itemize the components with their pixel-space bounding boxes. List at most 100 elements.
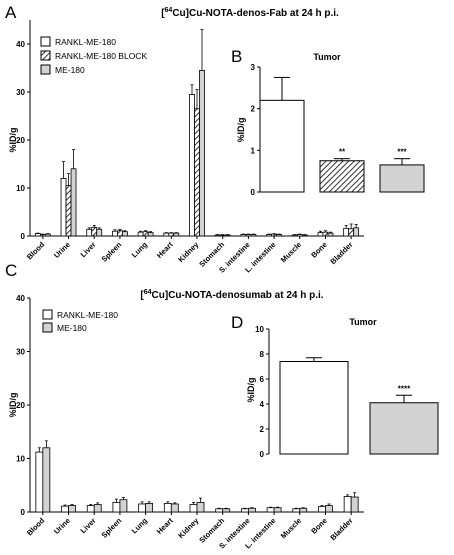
bar-rankl-me-180-l-intestine (266, 507, 275, 513)
panel-a-title: [64Cu]Cu-NOTA-denos-Fab at 24 h p.i. (161, 7, 339, 19)
x-tick-label-spleen: Spleen (100, 240, 124, 264)
bar-rankl-me-180-kidney (189, 94, 195, 237)
legend-swatch-me180 (40, 64, 51, 75)
bar-me-180 (379, 164, 425, 193)
bar-rankl-me-180-lung (137, 231, 144, 237)
bar-me-180-urine (70, 168, 77, 237)
y-tick-label: 0 (251, 188, 256, 197)
bar-me-180-lung (145, 503, 154, 513)
x-tick-label-lung: Lung (130, 516, 150, 536)
bar-rankl-me-180-bladder (343, 496, 352, 513)
panel-d-title: Tumor (349, 317, 377, 327)
panel-a-ylabel: %ID/g (8, 127, 18, 152)
x-tick-label-bladder: Bladder (328, 516, 354, 542)
legend-swatch-block (40, 50, 51, 61)
bar-rankl-me-180-stomach (214, 234, 221, 237)
x-tick-label-heart: Heart (155, 240, 175, 260)
bar-me-180-l-intestine (276, 234, 282, 237)
bar-rankl-me-180-stomach (215, 508, 224, 513)
bar-rankl-me-180-block-bladder (348, 228, 355, 237)
y-tick-label: 4 (260, 400, 265, 409)
bar-rankl-me-180-bone (318, 506, 326, 513)
panel-a: A [64Cu]Cu-NOTA-denos-Fab at 24 h p.i. %… (5, 3, 364, 275)
legend-label-rankl: RANKL-ME-180 (55, 37, 116, 47)
bar-me-180-kidney (199, 70, 205, 237)
y-tick-label: 3 (251, 63, 256, 72)
bar-me-180-muscle (299, 507, 308, 513)
x-tick-label-kidney: Kidney (176, 515, 201, 540)
bar-rankl-me-180-spleen (112, 230, 118, 237)
y-tick-label: 30 (16, 348, 25, 357)
bar-me-180-bone (325, 505, 333, 513)
bar-rankl-me-180-block-spleen (117, 230, 123, 237)
panel-b-marks: ** *** (259, 76, 425, 193)
x-tick-label-bone: Bone (309, 240, 329, 260)
bar-me-180-heart (173, 232, 180, 237)
legend-swatch-rankl-c (42, 309, 53, 320)
legend-label-rankl-c: RANKL-ME-180 (57, 310, 118, 320)
y-tick-label: 0 (21, 508, 26, 517)
bar-rankl-me-180-s-intestine (240, 234, 247, 237)
panel-c-marks (35, 440, 359, 513)
bar-rankl-me-180-heart (163, 503, 172, 513)
y-tick-label: 8 (260, 350, 265, 359)
bar-rankl-me-180-block-bone (322, 231, 329, 237)
bar-rankl-me-180-s-intestine (240, 508, 249, 513)
bar-rankl-me-180-l-intestine (266, 234, 272, 237)
bar-me-180-heart (170, 503, 179, 513)
y-tick-label: 2 (251, 105, 256, 114)
bar-rankl-me-180-muscle (291, 234, 298, 237)
legend-swatch-me180-c (42, 322, 53, 333)
significance-marker: **** (398, 384, 411, 393)
y-tick-label: 2 (260, 425, 265, 434)
bar-rankl-me-180 (259, 99, 305, 193)
bar-rankl-me-180-spleen (112, 501, 121, 513)
bar-rankl-me-180-bladder (343, 227, 350, 237)
bar-rankl-me-180-block-kidney (194, 108, 200, 237)
x-tick-label-blood: Blood (25, 516, 47, 538)
bar-me-180-s-intestine (250, 234, 257, 237)
bar-me-180-s-intestine (247, 507, 256, 513)
x-tick-label-bone: Bone (309, 516, 329, 536)
panel-b-label: B (231, 47, 242, 66)
bar-me-180-stomach (222, 508, 231, 513)
y-tick-label: 10 (16, 184, 25, 193)
bar-me-180-spleen (122, 231, 128, 237)
x-tick-label-urine: Urine (52, 516, 72, 536)
y-tick-label: 1 (251, 146, 256, 155)
bar-rankl-me-180-block-liver (91, 226, 98, 237)
bar-rankl-me-180-block-lung (142, 231, 149, 237)
bar-rankl-me-180-block-s-intestine (245, 234, 252, 237)
bar-me-180-l-intestine (273, 507, 282, 513)
panel-c-label: C (5, 261, 17, 280)
bar-rankl-me-180-liver (86, 228, 93, 237)
bar-rankl-me-180-block-urine (65, 185, 72, 237)
panel-a-legend: RANKL-ME-180 RANKL-ME-180 BLOCK ME-180 (40, 36, 147, 75)
x-tick-label-liver: Liver (79, 240, 98, 259)
x-tick-label-kidney: Kidney (176, 239, 201, 264)
panel-d-axes: 0 2 4 6 8 10 (255, 325, 270, 459)
bar-rankl-me-180-urine (60, 177, 67, 237)
bar-me-180-kidney (196, 501, 205, 513)
legend-label-me180-c: ME-180 (57, 323, 87, 333)
bar-me-180-urine (68, 505, 76, 513)
panel-b-title: Tumor (313, 52, 341, 62)
bar-me-180-muscle (301, 234, 308, 237)
x-tick-label-muscle: Muscle (279, 240, 303, 264)
bar-me-180-bone (327, 232, 334, 237)
legend-label-block: RANKL-ME-180 BLOCK (55, 51, 147, 61)
bar-me-180-liver (96, 228, 103, 237)
bar-me-180-blood (42, 447, 51, 513)
panel-c-ylabel: %ID/g (8, 392, 18, 417)
panel-c-title: [64Cu]Cu-NOTA-denosumab at 24 h p.i. (140, 289, 323, 301)
x-tick-label-spleen: Spleen (100, 516, 124, 540)
bar-rankl-me-180-lung (138, 503, 147, 513)
panel-a-marks (34, 29, 360, 237)
bar-rankl-me-180-liver (86, 505, 95, 513)
bar-rankl-me-180-block-blood (39, 234, 46, 237)
bar-me-180-spleen (119, 499, 128, 513)
bar-me-180-bladder (353, 227, 360, 237)
bar-rankl-me-180-block-stomach (219, 234, 226, 237)
